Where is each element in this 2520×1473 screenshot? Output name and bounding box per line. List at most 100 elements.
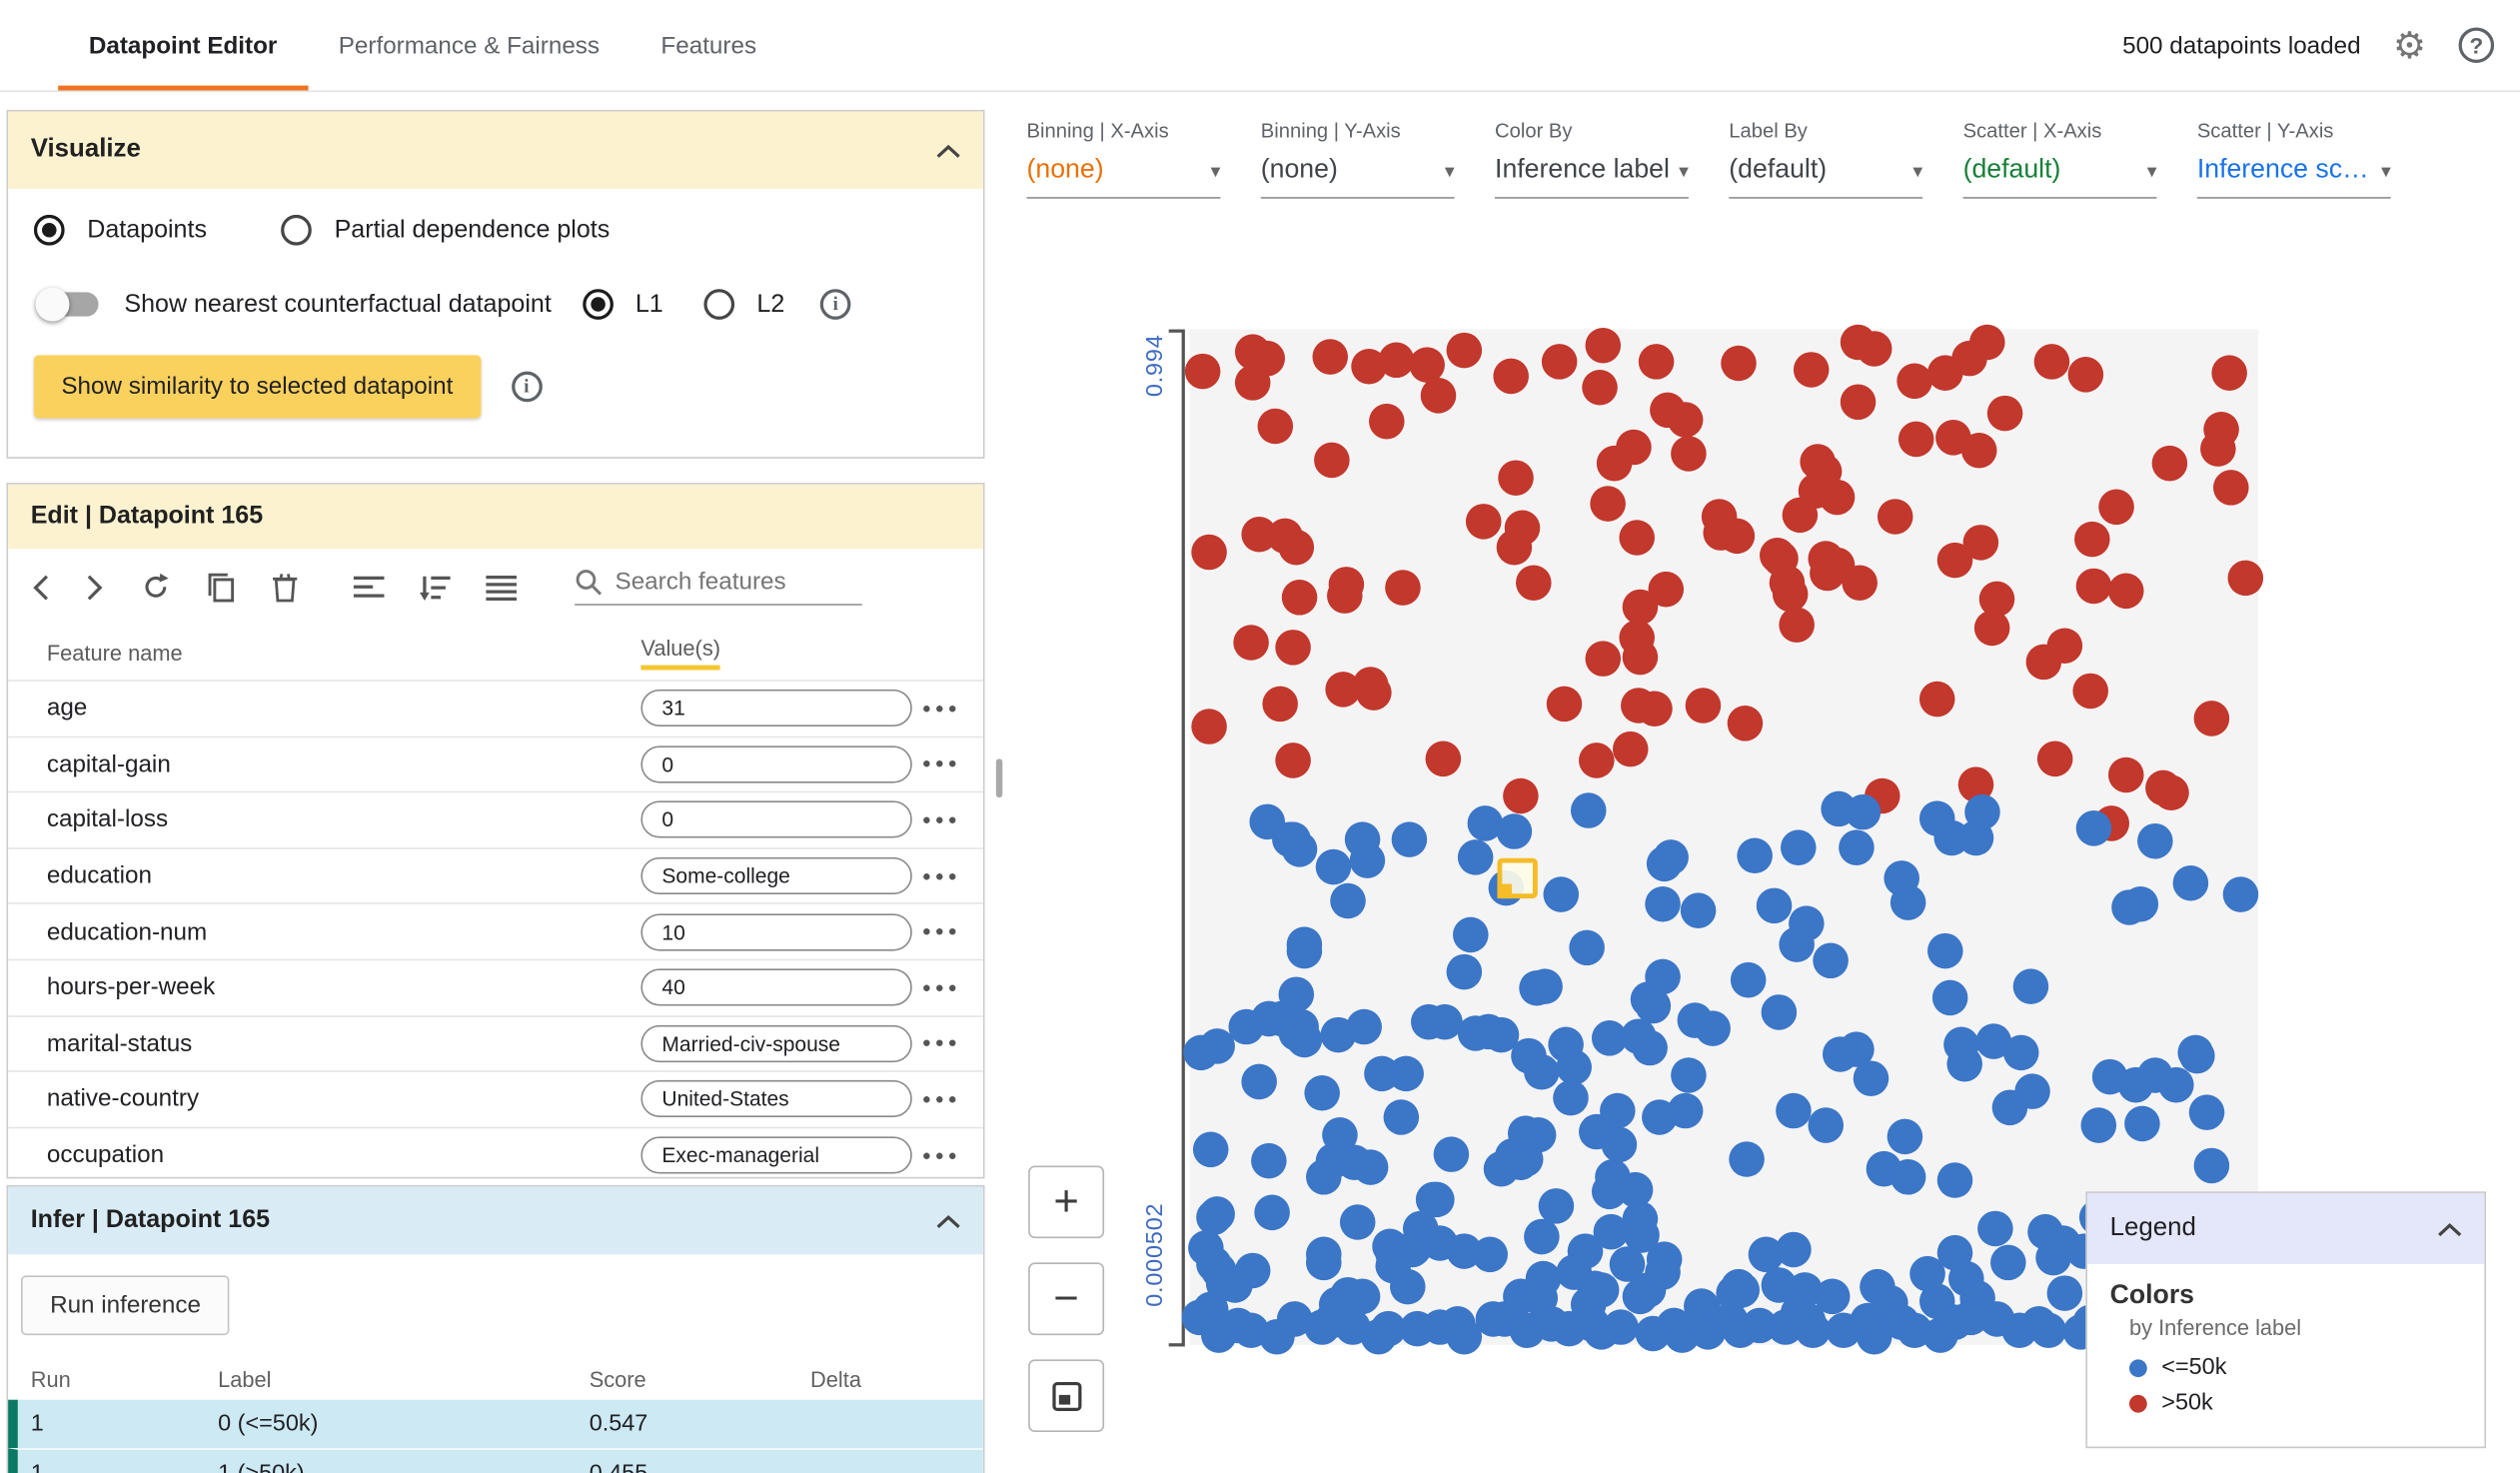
collapse-infer-button[interactable] [936, 1213, 960, 1228]
datapoint-red[interactable] [1936, 542, 1973, 578]
datapoint-red[interactable] [1779, 606, 1815, 643]
datapoint-blue[interactable] [1747, 1237, 1784, 1273]
datapoint-red[interactable] [1466, 504, 1502, 540]
l1-radio[interactable]: L1 [582, 289, 663, 320]
datapoint-blue[interactable] [1729, 1141, 1766, 1178]
datapoint-red[interactable] [1671, 436, 1707, 472]
datapoint-blue[interactable] [1241, 1063, 1277, 1100]
datapoint-red[interactable] [2108, 756, 2145, 793]
datapoint-red[interactable] [2072, 673, 2108, 710]
datapoint-red[interactable] [1934, 420, 1970, 456]
inference-result-row[interactable]: 1 0 (<=50k) 0.547 [8, 1399, 983, 1449]
datapoint-red[interactable] [1425, 740, 1461, 776]
datapoint-blue[interactable] [1642, 1099, 1678, 1135]
datapoint-red[interactable] [1727, 706, 1763, 742]
datapoint-red[interactable] [1327, 566, 1364, 603]
datapoint-blue[interactable] [2124, 1105, 2161, 1142]
datapoint-blue[interactable] [2111, 889, 2147, 926]
datapoint-blue[interactable] [1306, 1236, 1342, 1273]
feature-menu-button[interactable] [912, 984, 967, 991]
datapoint-red[interactable] [1498, 460, 1535, 496]
datapoint-blue[interactable] [2014, 1073, 2050, 1109]
datapoint-red[interactable] [1619, 620, 1656, 657]
sort-features-button[interactable] [420, 574, 451, 601]
datapoint-blue[interactable] [1927, 933, 1964, 969]
datapoint-blue[interactable] [1977, 1210, 2013, 1246]
datapoint-blue[interactable] [1736, 836, 1773, 873]
feature-value-input[interactable]: Some-college [640, 857, 912, 895]
datapoint-red[interactable] [2037, 740, 2074, 777]
datapoint-red[interactable] [1841, 324, 1878, 360]
datapoint-blue[interactable] [1183, 1035, 1219, 1071]
datapoint-blue[interactable] [1569, 928, 1606, 965]
datapoint-blue[interactable] [1989, 1243, 2026, 1280]
datapoint-blue[interactable] [1346, 1009, 1382, 1045]
settings-gear-icon[interactable]: ⚙ [2392, 23, 2427, 66]
datapoint-blue[interactable] [1446, 953, 1483, 990]
collapse-visualize-button[interactable] [936, 143, 960, 158]
datapoint-blue[interactable] [1306, 1158, 1342, 1194]
datapoint-blue[interactable] [1600, 1093, 1636, 1129]
datapoint-red[interactable] [2033, 344, 2069, 380]
info-icon[interactable]: i [819, 289, 851, 320]
datapoint-red[interactable] [1590, 485, 1626, 522]
search-features-input[interactable] [615, 568, 841, 597]
datapoint-red[interactable] [1235, 365, 1272, 401]
control-dropdown[interactable]: Inference label ▾ [1495, 155, 1689, 199]
datapoint-blue[interactable] [1812, 942, 1849, 978]
datapoint-blue[interactable] [1808, 1106, 1845, 1143]
feature-value-input[interactable]: 0 [640, 745, 912, 783]
l2-radio[interactable]: L2 [703, 289, 784, 320]
control-dropdown[interactable]: (none) ▾ [1026, 155, 1221, 199]
show-similarity-button[interactable]: Show similarity to selected datapoint [33, 355, 481, 419]
datapoint-blue[interactable] [1556, 1048, 1593, 1085]
duplicate-datapoint-button[interactable] [207, 572, 236, 603]
datapoint-blue[interactable] [1552, 1080, 1588, 1116]
datapoint-blue[interactable] [1781, 829, 1818, 865]
datapoint-red[interactable] [1281, 580, 1318, 617]
datapoint-blue[interactable] [2194, 1147, 2230, 1183]
datapoint-blue[interactable] [1570, 791, 1607, 828]
datapoint-red[interactable] [1585, 327, 1622, 363]
datapoint-red[interactable] [1793, 352, 1829, 388]
datapoint-blue[interactable] [2075, 810, 2112, 847]
datapoint-blue[interactable] [1779, 926, 1815, 963]
datapoint-blue[interactable] [1838, 830, 1875, 866]
datapoint-blue[interactable] [1583, 1272, 1620, 1308]
datapoint-blue[interactable] [1364, 1055, 1401, 1092]
datapoint-red[interactable] [1878, 499, 1914, 536]
datapoint-red[interactable] [1648, 571, 1685, 608]
datapoint-blue[interactable] [2137, 822, 2173, 858]
datapoint-blue[interactable] [1458, 839, 1495, 875]
tab-performance-fairness[interactable]: Performance & Fairness [308, 0, 630, 90]
datapoint-red[interactable] [1649, 392, 1686, 429]
feature-value-input[interactable]: 10 [640, 912, 912, 951]
datapoint-red[interactable] [1324, 672, 1361, 708]
control-dropdown[interactable]: (default) ▾ [1729, 155, 1923, 199]
datapoint-red[interactable] [1898, 421, 1935, 457]
datapoint-blue[interactable] [1931, 980, 1968, 1016]
datapoint-red[interactable] [1385, 570, 1421, 606]
datapoint-blue[interactable] [2045, 1225, 2081, 1262]
datapoint-blue[interactable] [1316, 848, 1352, 885]
datapoint-red[interactable] [1275, 630, 1311, 667]
datapoint-red[interactable] [2107, 573, 2144, 610]
datapoint-blue[interactable] [1601, 1125, 1637, 1162]
datapoint-red[interactable] [1515, 565, 1552, 602]
help-icon[interactable]: ? [2458, 27, 2495, 64]
datapoint-red[interactable] [1968, 324, 2004, 360]
datapoint-blue[interactable] [2117, 1066, 2154, 1102]
feature-value-input[interactable]: United-States [640, 1080, 912, 1118]
datapoint-blue[interactable] [1936, 1161, 1972, 1198]
datapoint-blue[interactable] [1964, 793, 2001, 830]
datapoint-blue[interactable] [1909, 1256, 1946, 1292]
datapoint-blue[interactable] [1375, 1248, 1411, 1284]
datapoint-red[interactable] [1263, 686, 1299, 722]
datapoint-blue[interactable] [2222, 876, 2258, 913]
datapoint-blue[interactable] [1340, 1204, 1377, 1240]
datapoint-red[interactable] [1986, 395, 2023, 431]
feature-menu-button[interactable] [912, 1151, 967, 1159]
datapoint-red[interactable] [2153, 774, 2189, 810]
datapoint-red[interactable] [2098, 490, 2135, 526]
datapoint-blue[interactable] [1761, 1266, 1798, 1303]
